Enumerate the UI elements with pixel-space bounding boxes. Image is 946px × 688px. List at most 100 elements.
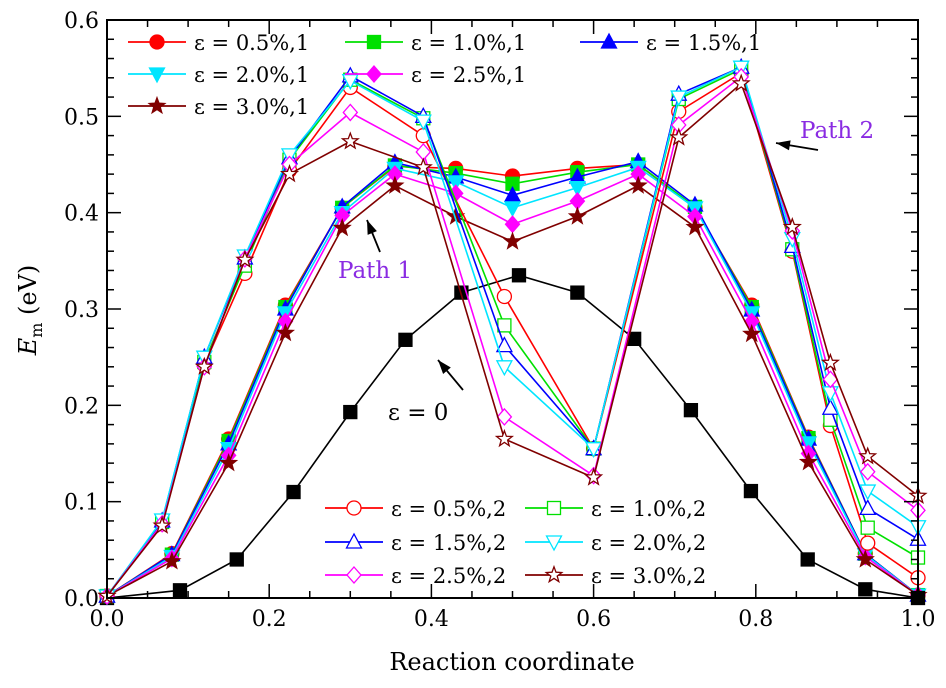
- data-point: [235, 249, 255, 269]
- data-point: [685, 216, 705, 236]
- legend-label: ε = 1.0%,1: [411, 31, 526, 55]
- legend-entry-5: ε = 2.5%,1: [345, 63, 526, 87]
- legend-marker: [147, 95, 167, 115]
- data-point: [731, 73, 751, 92]
- data-point: [497, 318, 512, 333]
- data-point: [511, 268, 527, 283]
- x-tick-label: 0.8: [738, 607, 773, 632]
- series-line: [106, 67, 919, 597]
- data-point: [219, 452, 239, 472]
- data-point: [570, 285, 585, 300]
- legend-entry-11: ε = 2.0%,2: [525, 531, 706, 555]
- data-point: [279, 163, 300, 183]
- legend-entry-13: ε = 3.0%,2: [525, 564, 706, 588]
- y-tick-label: 0.0: [64, 587, 99, 612]
- data-point: [194, 356, 214, 375]
- data-point: [585, 442, 603, 459]
- series-line: [106, 71, 919, 597]
- svg-text:Em (eV): Em (eV): [14, 265, 46, 357]
- data-point: [332, 218, 352, 237]
- y-tick-label: 0.5: [64, 105, 99, 130]
- series-5: [99, 165, 926, 606]
- data-point: [414, 114, 432, 131]
- data-point: [503, 201, 522, 218]
- data-point: [858, 446, 878, 465]
- legend-entry-2: ε = 1.0%,1: [345, 31, 526, 55]
- data-point: [820, 352, 841, 372]
- legend-label: ε = 2.0%,1: [194, 63, 309, 87]
- legend-entry-4: ε = 2.0%,1: [128, 63, 309, 87]
- data-point: [172, 583, 188, 598]
- data-point: [496, 407, 513, 426]
- legend-entry-3: ε = 1.5%,1: [580, 31, 761, 55]
- data-point: [275, 323, 295, 342]
- x-tick-label: 0.0: [90, 607, 125, 632]
- x-tick-label: 1.0: [901, 607, 936, 632]
- legend-entry-1: ε = 0.5%,1: [128, 31, 309, 55]
- data-point: [859, 499, 877, 516]
- data-point: [385, 175, 405, 194]
- legend-label: ε = 0.5%,1: [194, 31, 309, 55]
- data-point: [821, 398, 839, 415]
- data-point: [286, 484, 301, 500]
- y-tick-label: 0.4: [64, 202, 99, 227]
- data-point: [343, 404, 358, 420]
- y-axis-symbol: E: [14, 337, 42, 356]
- legend-marker: [544, 564, 564, 584]
- path-1-arrow: [366, 219, 381, 253]
- data-point: [496, 288, 513, 305]
- data-point: [398, 332, 413, 347]
- path-2-arrow: [775, 140, 819, 151]
- x-axis-title: Reaction coordinate: [389, 648, 634, 676]
- legend-entry-8: ε = 0.5%,2: [325, 497, 506, 521]
- legend-marker: [148, 67, 166, 84]
- legend-marker: [346, 566, 362, 584]
- legend-marker: [149, 34, 165, 50]
- data-point: [782, 216, 802, 236]
- legend-entry-10: ε = 1.5%,2: [325, 531, 506, 555]
- x-tick-label: 0.6: [576, 607, 611, 632]
- epsilon-zero-arrow: [437, 359, 464, 391]
- data-point: [229, 552, 244, 567]
- data-point: [342, 103, 359, 122]
- legend-marker: [546, 500, 562, 516]
- legend-label: ε = 2.0%,2: [591, 531, 706, 555]
- data-point: [504, 215, 521, 234]
- data-point: [152, 515, 172, 534]
- legend-label: ε = 2.5%,1: [411, 63, 526, 87]
- y-tick-label: 0.6: [64, 9, 99, 34]
- data-point: [495, 360, 513, 377]
- y-axis-unit: (eV): [14, 265, 42, 323]
- legend-marker: [600, 32, 618, 49]
- data-point: [858, 582, 873, 597]
- legend-entry-12: ε = 2.5%,2: [325, 564, 506, 588]
- data-point: [860, 535, 876, 551]
- y-tick-label: 0.3: [64, 298, 99, 323]
- series-6: [97, 175, 928, 605]
- data-point: [583, 467, 604, 486]
- series-line: [106, 82, 919, 597]
- y-tick-label: 0.2: [64, 394, 99, 419]
- data-point: [743, 483, 759, 499]
- data-point: [162, 551, 182, 570]
- legend-entry-6: ε = 3.0%,1: [128, 95, 309, 119]
- data-point: [567, 206, 588, 225]
- legend-label: ε = 1.5%,2: [391, 531, 506, 555]
- y-axis-subscript: m: [27, 323, 46, 338]
- data-point: [413, 157, 433, 176]
- legend-label: ε = 3.0%,1: [194, 95, 309, 119]
- data-point: [800, 552, 815, 567]
- axes-layer: 0.0 0.1 0.2 0.3 0.4 0.5 0.6 0.0 0.2 0.4 0.6 0.8 1.0: [64, 9, 936, 632]
- legend-marker: [346, 500, 362, 516]
- y-tick-label: 0.1: [64, 491, 99, 516]
- series-13: [97, 73, 928, 605]
- legend-label: ε = 3.0%,2: [591, 564, 706, 588]
- data-point: [568, 180, 586, 197]
- data-point: [670, 90, 688, 107]
- data-point: [340, 131, 360, 150]
- data-point: [495, 336, 513, 353]
- legend-marker: [545, 535, 563, 552]
- legend-label: ε = 0.5%,2: [391, 497, 506, 521]
- y-axis-title: Em (eV): [14, 265, 46, 357]
